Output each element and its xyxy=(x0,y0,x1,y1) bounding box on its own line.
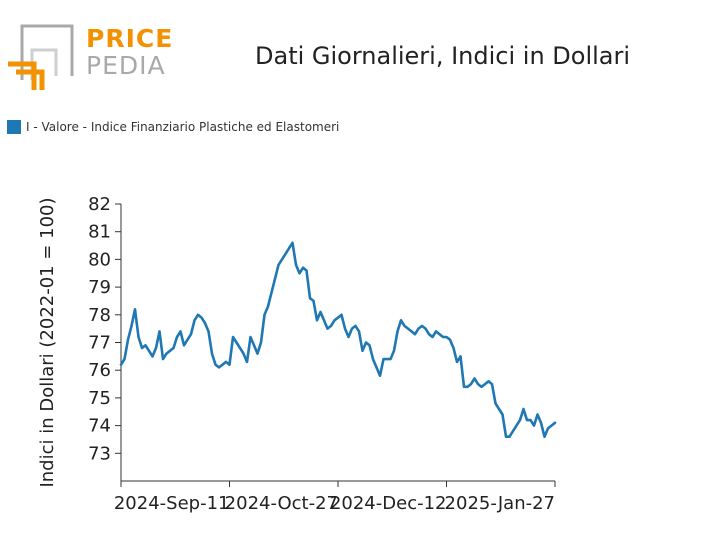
y-axis-label: Indici in Dollari (2022-01 = 100) xyxy=(37,197,58,487)
y-tick-label: 82 xyxy=(88,194,111,215)
series-line xyxy=(119,241,557,439)
legend-label: I - Valore - Indice Finanziario Plastich… xyxy=(26,120,340,134)
y-tick-label: 75 xyxy=(88,388,111,409)
legend-swatch xyxy=(7,120,21,134)
pricepedia-logo: PRICE PEDIA xyxy=(8,22,172,94)
y-tick-label: 80 xyxy=(88,249,111,270)
chart-title: Dati Giornalieri, Indici in Dollari xyxy=(255,42,631,70)
y-tick-label: 81 xyxy=(88,222,111,243)
y-tick-label: 73 xyxy=(88,443,111,464)
x-tick-label: 2024-Oct-27 xyxy=(225,493,338,514)
legend[interactable]: I - Valore - Indice Finanziario Plastich… xyxy=(7,119,339,135)
y-tick-label: 79 xyxy=(88,277,111,298)
x-tick-label: 2024-Sep-11 xyxy=(114,493,230,514)
y-tick-label: 76 xyxy=(88,360,111,381)
x-tick-label: 2024-Dec-12 xyxy=(330,493,447,514)
y-tick-label: 77 xyxy=(88,333,111,354)
y-tick-label: 74 xyxy=(88,416,111,437)
logo-mark xyxy=(8,24,74,90)
x-tick-label: 2025-Jan-27 xyxy=(445,493,555,514)
y-tick-label: 78 xyxy=(88,305,111,326)
logo-price-word: PRICE xyxy=(86,24,174,53)
logo-pedia-word: PEDIA xyxy=(86,51,166,80)
